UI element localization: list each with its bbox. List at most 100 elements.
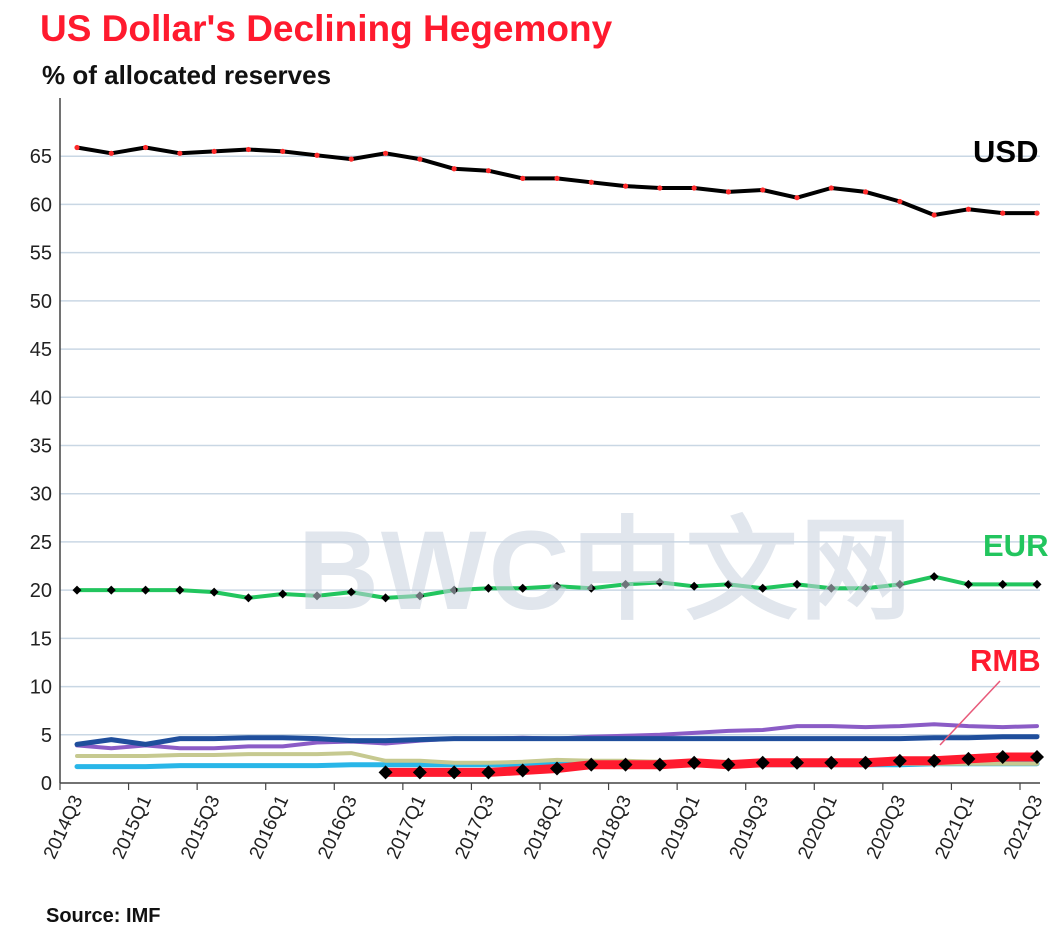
eur-point: [655, 577, 665, 587]
y-tick-label: 55: [30, 243, 52, 265]
rmb-point: [995, 749, 1010, 764]
eur-point: [278, 589, 288, 599]
rmb-point: [687, 755, 702, 770]
usd-point: [657, 185, 663, 191]
x-tick-label: 2020Q1: [794, 792, 842, 862]
rmb-point: [378, 765, 393, 780]
eur-point: [381, 593, 391, 603]
x-tick-label: 2015Q1: [108, 792, 156, 862]
rmb-point: [515, 763, 530, 778]
rmb-point: [412, 765, 427, 780]
usd-point: [554, 175, 560, 181]
eur-point: [792, 579, 802, 589]
y-tick-label: 0: [41, 773, 52, 795]
rmb-point: [961, 751, 976, 766]
usd-point: [725, 189, 732, 195]
eur-point: [483, 583, 493, 593]
rmb-point: [1030, 749, 1044, 764]
usd-point: [691, 185, 697, 191]
x-tick-label: 2018Q1: [520, 792, 568, 862]
x-tick-label: 2021Q3: [1000, 792, 1048, 862]
usd-point: [280, 148, 286, 154]
eur-point: [106, 585, 116, 595]
x-tick-label: 2019Q3: [726, 792, 774, 862]
usd-point: [862, 189, 869, 195]
source-note: Source: IMF: [46, 905, 161, 927]
x-tick-label: 2018Q3: [588, 792, 636, 862]
watermark-text: BWC中文网: [298, 508, 914, 633]
eur-point: [826, 583, 836, 593]
usd-point: [485, 168, 492, 174]
x-tick-label: 2021Q1: [931, 792, 979, 862]
usd-point: [74, 144, 80, 151]
rmb-point: [755, 755, 770, 770]
x-axis: 2014Q3 2015Q1 2015Q3 2016Q1 2016Q3 2017Q1 2017…: [40, 782, 1048, 862]
eur-point: [963, 579, 973, 589]
usd-point: [417, 156, 423, 162]
eur-point: [312, 591, 322, 601]
y-tick-label: 35: [30, 436, 52, 458]
eur-point: [689, 581, 699, 591]
x-tick-label: 2017Q1: [383, 792, 431, 862]
y-tick-label: 50: [30, 291, 52, 313]
rmb-point: [584, 757, 599, 772]
usd-point: [760, 187, 766, 193]
eur-point: [415, 591, 425, 601]
eur-point: [209, 587, 219, 597]
y-tick-label: 30: [30, 484, 52, 506]
rmb-point: [892, 753, 907, 768]
usd-point: [451, 166, 457, 172]
rmb-point: [824, 755, 839, 770]
usd-point: [348, 156, 354, 162]
x-tick-label: 2016Q3: [314, 792, 362, 862]
y-tick-label: 25: [30, 532, 52, 554]
usd-point: [794, 195, 800, 201]
usd-point: [177, 150, 183, 156]
series-layer: [72, 144, 1044, 780]
y-tick-label: 45: [30, 339, 52, 361]
usd-point: [382, 150, 389, 156]
usd-point: [622, 183, 629, 189]
rmb-point: [652, 757, 667, 772]
usd-point: [828, 185, 834, 191]
eur-point: [621, 579, 631, 589]
eur-point: [449, 585, 459, 595]
chart-title: US Dollar's Declining Hegemony: [40, 8, 613, 49]
x-tick-label: 2019Q1: [657, 792, 705, 862]
eur-point: [895, 579, 905, 589]
series-3-line: [74, 734, 1040, 747]
y-tick-label: 40: [30, 387, 52, 409]
eur-point: [998, 579, 1008, 589]
y-axis: 0 5 10 15 20 25 30 35 40 45 50 55 60 65: [30, 98, 61, 795]
usd-point: [897, 198, 903, 205]
x-tick-label: 2020Q3: [863, 792, 911, 862]
usd-point: [211, 148, 217, 154]
rmb-point: [721, 757, 736, 772]
y-tick-label: 15: [30, 628, 52, 650]
usd-point: [142, 144, 149, 151]
rmb-point: [927, 753, 942, 768]
eur-point: [861, 583, 871, 593]
usd-point: [1000, 210, 1006, 216]
usd-point: [931, 212, 937, 218]
x-tick-label: 2014Q3: [40, 792, 88, 862]
grid-lines: [60, 155, 1040, 736]
y-tick-label: 60: [30, 194, 52, 216]
rmb-point: [790, 755, 804, 770]
usd-point: [108, 150, 114, 156]
eur-point: [723, 579, 733, 589]
chart-subtitle: % of allocated reserves: [42, 60, 332, 90]
usd-point: [520, 175, 526, 181]
usd-point: [965, 206, 972, 212]
eur-point: [929, 572, 939, 582]
usd-point: [314, 152, 320, 158]
eur-point: [586, 583, 596, 593]
usd-point: [245, 146, 252, 153]
usd-label: USD: [973, 134, 1039, 169]
rmb-point: [858, 755, 873, 770]
eur-label: EUR: [983, 528, 1049, 563]
eur-point: [243, 593, 253, 603]
eur-point: [72, 585, 82, 595]
usd-point: [588, 179, 594, 185]
